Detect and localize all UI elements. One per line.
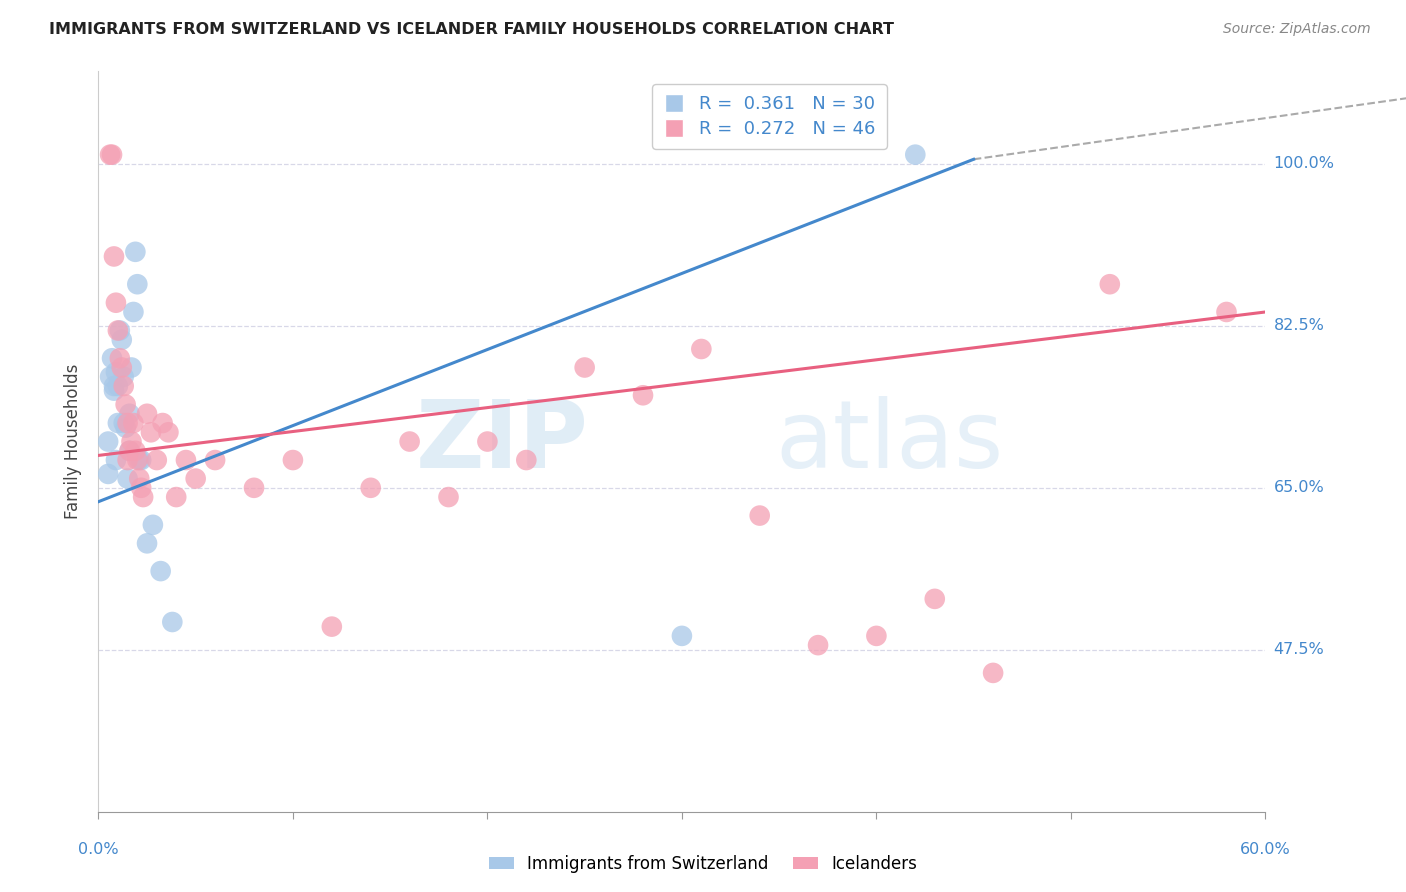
Point — [114, 398, 136, 412]
Point — [117, 453, 139, 467]
Text: IMMIGRANTS FROM SWITZERLAND VS ICELANDER FAMILY HOUSEHOLDS CORRELATION CHART: IMMIGRANTS FROM SWITZERLAND VS ICELANDER… — [49, 22, 894, 37]
Point — [690, 342, 713, 356]
Point — [118, 407, 141, 421]
Point — [165, 490, 187, 504]
Text: 0.0%: 0.0% — [79, 842, 118, 857]
Point — [146, 453, 169, 467]
Point — [104, 453, 127, 467]
Point — [437, 490, 460, 504]
Point — [114, 420, 136, 434]
Point — [398, 434, 420, 449]
Point — [204, 453, 226, 467]
Text: ZIP: ZIP — [416, 395, 589, 488]
Point — [924, 591, 946, 606]
Point — [107, 416, 129, 430]
Point — [865, 629, 887, 643]
Point — [142, 517, 165, 532]
Point — [112, 369, 135, 384]
Text: 60.0%: 60.0% — [1240, 842, 1291, 857]
Point — [107, 379, 129, 393]
Point — [103, 249, 125, 264]
Point — [671, 629, 693, 643]
Point — [748, 508, 770, 523]
Point — [631, 388, 654, 402]
Point — [136, 407, 159, 421]
Point — [112, 416, 135, 430]
Y-axis label: Family Households: Family Households — [65, 364, 83, 519]
Legend: R =  0.361   N = 30, R =  0.272   N = 46: R = 0.361 N = 30, R = 0.272 N = 46 — [652, 84, 887, 149]
Point — [152, 416, 174, 430]
Point — [104, 295, 127, 310]
Point — [121, 360, 143, 375]
Point — [174, 453, 197, 467]
Point — [111, 333, 134, 347]
Point — [574, 360, 596, 375]
Point — [127, 277, 149, 292]
Point — [127, 453, 149, 467]
Point — [117, 471, 139, 485]
Text: atlas: atlas — [775, 395, 1004, 488]
Point — [98, 147, 121, 161]
Point — [121, 434, 143, 449]
Text: 47.5%: 47.5% — [1274, 642, 1324, 657]
Text: 82.5%: 82.5% — [1274, 318, 1324, 334]
Point — [108, 351, 131, 366]
Point — [515, 453, 537, 467]
Point — [807, 638, 830, 652]
Point — [101, 351, 124, 366]
Point — [103, 379, 125, 393]
Point — [128, 453, 150, 467]
Point — [122, 305, 145, 319]
Point — [117, 416, 139, 430]
Point — [904, 147, 927, 161]
Point — [124, 244, 146, 259]
Point — [129, 453, 152, 467]
Point — [111, 360, 134, 375]
Point — [124, 443, 146, 458]
Point — [107, 324, 129, 338]
Point — [1098, 277, 1121, 292]
Point — [132, 490, 155, 504]
Point — [477, 434, 499, 449]
Legend: Immigrants from Switzerland, Icelanders: Immigrants from Switzerland, Icelanders — [482, 848, 924, 880]
Point — [321, 619, 343, 633]
Point — [108, 324, 131, 338]
Point — [112, 379, 135, 393]
Point — [103, 384, 125, 398]
Point — [101, 147, 124, 161]
Point — [281, 453, 304, 467]
Point — [981, 665, 1004, 680]
Point — [97, 467, 120, 481]
Point — [128, 471, 150, 485]
Point — [118, 443, 141, 458]
Point — [360, 481, 382, 495]
Point — [118, 443, 141, 458]
Point — [1215, 305, 1237, 319]
Point — [139, 425, 162, 440]
Point — [243, 481, 266, 495]
Point — [149, 564, 172, 578]
Point — [136, 536, 159, 550]
Point — [104, 365, 127, 379]
Point — [129, 481, 152, 495]
Text: 100.0%: 100.0% — [1274, 156, 1334, 171]
Point — [98, 369, 121, 384]
Point — [162, 615, 184, 629]
Text: Source: ZipAtlas.com: Source: ZipAtlas.com — [1223, 22, 1371, 37]
Point — [97, 434, 120, 449]
Text: 65.0%: 65.0% — [1274, 480, 1324, 495]
Point — [184, 471, 207, 485]
Point — [157, 425, 180, 440]
Point — [122, 416, 145, 430]
